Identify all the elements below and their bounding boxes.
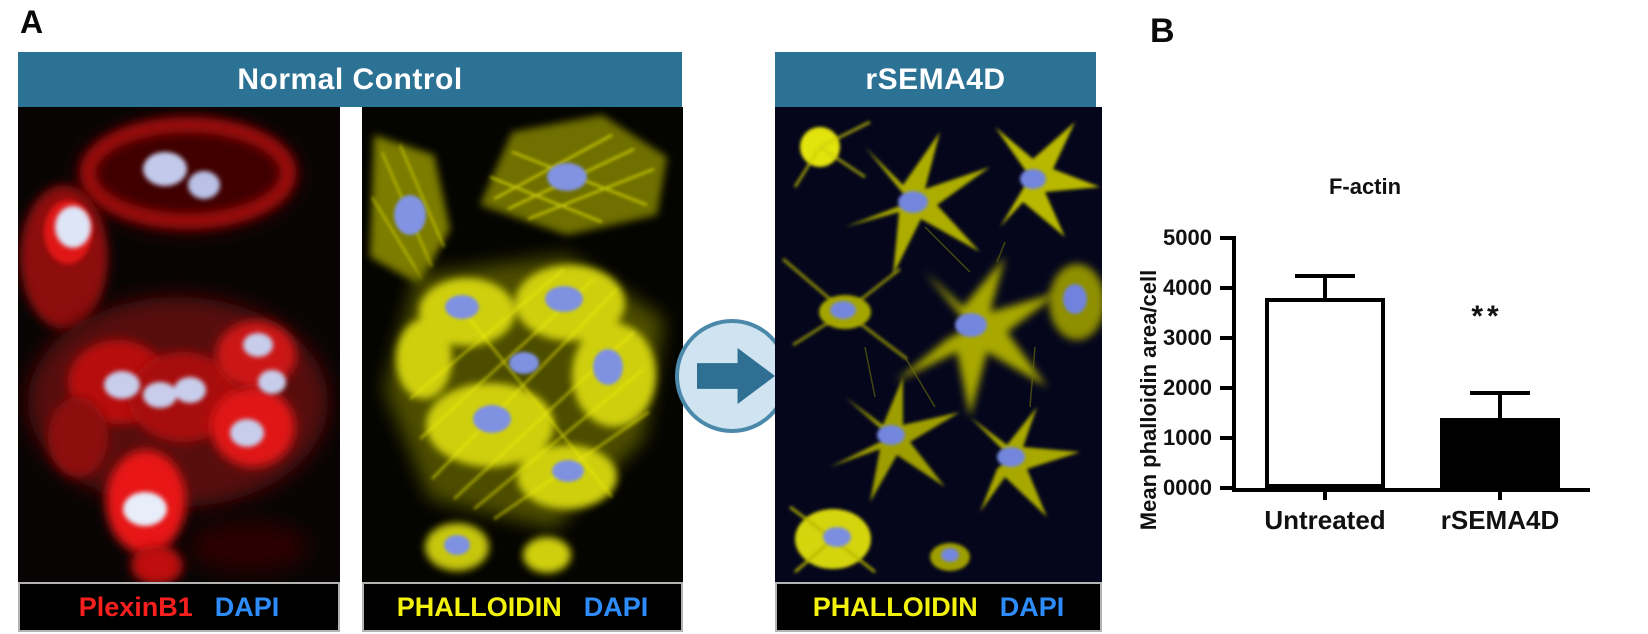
caption-dapi-label: DAPI xyxy=(583,591,649,622)
error-bar-cap xyxy=(1295,273,1355,278)
panel-a-label: A xyxy=(20,4,44,40)
caption-plexinb1-dapi: PlexinB1 DAPI xyxy=(18,582,340,632)
y-axis-line xyxy=(1232,236,1236,492)
y-tick-label: 5000 xyxy=(1163,225,1212,250)
error-bar-cap xyxy=(1470,391,1530,395)
y-tick xyxy=(1220,236,1232,240)
normal-control-header: Normal Control xyxy=(18,52,682,107)
rsema4d-header: rSEMA4D xyxy=(775,52,1096,107)
y-tick xyxy=(1220,436,1232,440)
panel-b-label: B xyxy=(1150,12,1175,50)
micrograph-image xyxy=(775,107,1102,582)
caption-stain-label: PHALLOIDIN xyxy=(396,591,562,622)
y-axis-title: Mean phalloidin area/cell xyxy=(1136,269,1161,531)
error-bar xyxy=(1498,393,1502,418)
normal-control-header-label: Normal Control xyxy=(237,62,463,96)
micrograph-phalloidin-dapi-control xyxy=(362,107,683,582)
rsema4d-header-label: rSEMA4D xyxy=(865,62,1006,96)
caption-dapi-label: DAPI xyxy=(214,591,280,622)
micrograph-image xyxy=(18,107,340,582)
y-tick-label: 1000 xyxy=(1163,425,1212,450)
y-tick xyxy=(1220,386,1232,390)
y-tick-label: 2000 xyxy=(1163,375,1212,400)
x-tick-label: Untreated xyxy=(1264,505,1386,535)
chart-title: F-actin xyxy=(1328,174,1402,199)
y-tick xyxy=(1220,486,1232,490)
x-tick xyxy=(1498,492,1502,500)
micrograph-plexinb1-dapi xyxy=(18,107,340,582)
x-axis-line xyxy=(1232,488,1590,492)
x-tick xyxy=(1323,492,1327,500)
x-tick-label: rSEMA4D xyxy=(1440,505,1560,535)
y-tick xyxy=(1220,336,1232,340)
y-tick-label: 4000 xyxy=(1163,275,1212,300)
caption-stain-label: PlexinB1 xyxy=(78,591,193,622)
y-tick xyxy=(1220,286,1232,290)
error-bar xyxy=(1323,275,1327,298)
bar-rsema4d xyxy=(1440,418,1560,488)
y-tick-label: 3000 xyxy=(1163,325,1212,350)
caption-dapi-label: DAPI xyxy=(999,591,1065,622)
caption-phalloidin-dapi-control: PHALLOIDIN DAPI xyxy=(362,582,683,632)
micrograph-phalloidin-dapi-rsema4d xyxy=(775,107,1102,582)
bar-untreated xyxy=(1265,298,1385,488)
y-tick-label: 0000 xyxy=(1163,475,1212,500)
caption-phalloidin-dapi-rsema4d: PHALLOIDIN DAPI xyxy=(775,582,1102,632)
significance-marker: ** xyxy=(1471,300,1503,333)
caption-stain-label: PHALLOIDIN xyxy=(812,591,978,622)
micrograph-image xyxy=(362,107,683,582)
